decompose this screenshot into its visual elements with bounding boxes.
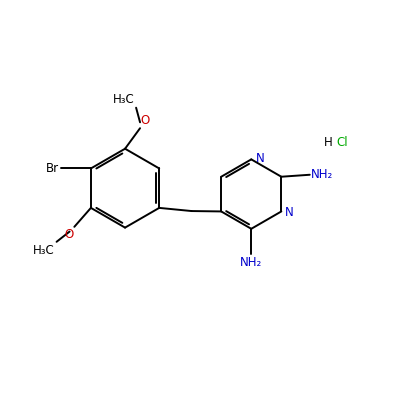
Text: O: O [141,114,150,127]
Text: H: H [324,136,333,149]
Text: Cl: Cl [336,136,348,149]
Text: N: N [256,152,265,165]
Text: NH₂: NH₂ [311,168,334,181]
Text: O: O [64,228,74,241]
Text: H₃C: H₃C [112,93,134,106]
Text: Br: Br [46,162,59,175]
Text: NH₂: NH₂ [240,256,262,269]
Text: H₃C: H₃C [33,244,55,257]
Text: N: N [285,206,294,219]
